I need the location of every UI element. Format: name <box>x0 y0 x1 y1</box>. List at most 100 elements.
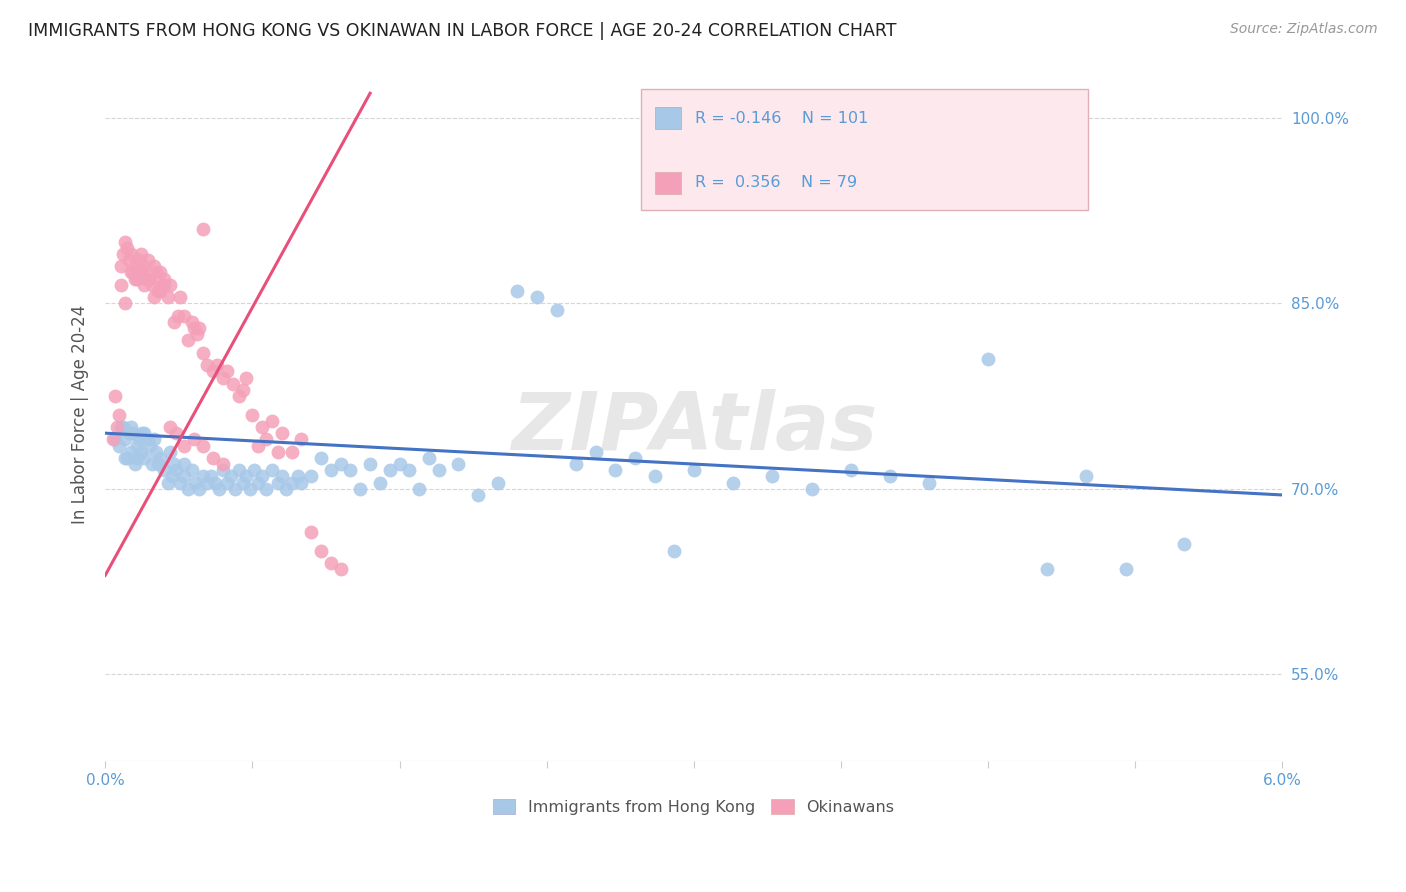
Point <box>1036 562 1059 576</box>
Point <box>149 265 172 279</box>
Point <box>114 296 136 310</box>
Point <box>188 321 211 335</box>
Point <box>270 469 292 483</box>
Y-axis label: In Labor Force | Age 20-24: In Labor Force | Age 20-24 <box>72 305 89 524</box>
Point <box>585 444 607 458</box>
Point <box>138 433 160 447</box>
Point <box>149 284 172 298</box>
Point <box>222 376 245 391</box>
Text: Source: ZipAtlas.com: Source: ZipAtlas.com <box>1230 22 1378 37</box>
Point <box>149 450 172 465</box>
Point <box>212 457 235 471</box>
Point <box>195 475 218 490</box>
Point <box>349 482 371 496</box>
Point <box>977 351 1000 366</box>
Point <box>232 475 254 490</box>
Point <box>134 277 156 292</box>
Point <box>165 426 187 441</box>
Point <box>918 475 941 490</box>
Text: IMMIGRANTS FROM HONG KONG VS OKINAWAN IN LABOR FORCE | AGE 20-24 CORRELATION CHA: IMMIGRANTS FROM HONG KONG VS OKINAWAN IN… <box>28 22 897 40</box>
Point <box>173 469 195 483</box>
Point <box>195 358 218 372</box>
Point <box>224 482 246 496</box>
Point <box>290 433 312 447</box>
Point <box>101 433 124 447</box>
Point <box>183 433 205 447</box>
Point <box>378 463 401 477</box>
Point <box>115 450 138 465</box>
Point <box>267 475 290 490</box>
Point <box>156 290 179 304</box>
Point <box>131 265 153 279</box>
Point <box>120 265 142 279</box>
Point <box>114 450 136 465</box>
Point <box>184 475 207 490</box>
Point <box>128 433 150 447</box>
Point <box>280 444 302 458</box>
Point <box>208 482 231 496</box>
Point <box>193 469 215 483</box>
Point <box>329 457 352 471</box>
Point <box>215 475 238 490</box>
Point <box>134 426 156 441</box>
Point <box>114 433 136 447</box>
Point <box>169 475 191 490</box>
Point <box>153 463 176 477</box>
Point <box>111 247 134 261</box>
Point <box>339 463 361 477</box>
Point <box>250 469 273 483</box>
Point <box>319 556 342 570</box>
Point <box>644 469 666 483</box>
Point <box>565 457 588 471</box>
Point <box>124 457 146 471</box>
Point <box>173 309 195 323</box>
Point <box>260 414 283 428</box>
Point <box>280 475 302 490</box>
Point <box>299 469 322 483</box>
Point <box>205 358 228 372</box>
Point <box>664 543 686 558</box>
Point <box>193 222 215 236</box>
Point <box>118 253 141 268</box>
Point <box>145 444 167 458</box>
Point <box>329 562 352 576</box>
Point <box>163 457 186 471</box>
Point <box>761 469 783 483</box>
Point <box>166 309 188 323</box>
Point <box>228 389 250 403</box>
Point <box>193 346 215 360</box>
Point <box>159 444 181 458</box>
Point <box>124 260 146 274</box>
Point <box>121 265 143 279</box>
Point <box>125 438 148 452</box>
Point <box>159 420 181 434</box>
Point <box>128 253 150 268</box>
Point <box>204 475 226 490</box>
Point <box>111 420 134 434</box>
Point <box>467 488 489 502</box>
Point <box>183 321 205 335</box>
Point <box>247 438 270 452</box>
Point <box>125 450 148 465</box>
Point <box>309 543 332 558</box>
Point <box>138 271 160 285</box>
Point <box>232 383 254 397</box>
Point <box>139 271 162 285</box>
Point <box>250 420 273 434</box>
Point <box>110 420 132 434</box>
Point <box>143 260 166 274</box>
Point <box>254 433 277 447</box>
Point <box>359 457 381 471</box>
Point <box>839 463 862 477</box>
Point <box>150 277 173 292</box>
Point <box>148 457 170 471</box>
Point <box>235 469 257 483</box>
Point <box>165 463 187 477</box>
Point <box>605 463 627 477</box>
Point <box>129 247 152 261</box>
Point <box>408 482 430 496</box>
Point <box>212 463 235 477</box>
Point <box>135 271 157 285</box>
Point <box>129 265 152 279</box>
Point <box>202 450 225 465</box>
